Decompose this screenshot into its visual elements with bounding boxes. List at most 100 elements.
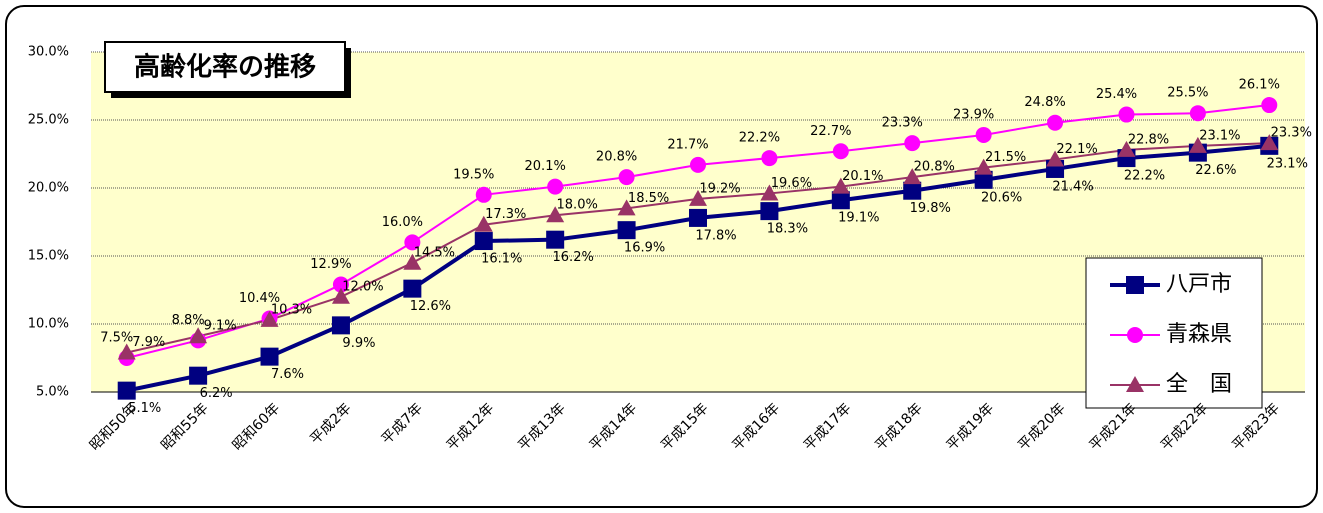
marker	[1189, 105, 1206, 122]
data-label: 20.1%	[842, 169, 883, 184]
data-label: 19.1%	[838, 211, 879, 226]
marker	[1261, 97, 1278, 114]
marker	[974, 170, 993, 189]
marker	[617, 199, 636, 216]
marker	[1118, 106, 1135, 123]
data-label: 22.1%	[1056, 142, 1097, 157]
data-label: 19.6%	[771, 176, 812, 191]
y-tick-label: 25.0%	[28, 113, 69, 128]
marker	[332, 276, 349, 293]
y-tick-label: 5.0%	[36, 385, 69, 400]
data-label: 20.8%	[914, 160, 955, 175]
marker	[331, 316, 350, 335]
marker	[689, 189, 707, 206]
marker	[618, 169, 635, 186]
data-label: 25.4%	[1096, 87, 1137, 102]
y-tick-label: 10.0%	[28, 317, 69, 332]
y-tick-label: 20.0%	[28, 181, 69, 196]
data-label: 18.0%	[557, 198, 598, 213]
data-label: 16.2%	[553, 250, 594, 265]
marker	[832, 143, 849, 160]
data-label: 5.1%	[128, 401, 161, 416]
data-label: 9.1%	[204, 319, 237, 334]
legend-label: 青森県	[1166, 322, 1232, 347]
data-label: 16.0%	[382, 215, 423, 230]
marker	[189, 366, 208, 385]
data-label: 9.9%	[342, 336, 375, 351]
data-label: 22.7%	[810, 124, 851, 139]
marker	[260, 310, 279, 327]
marker	[831, 191, 850, 210]
marker	[1046, 150, 1065, 167]
data-label: 23.9%	[953, 107, 994, 122]
marker	[1260, 134, 1279, 151]
marker	[903, 181, 922, 200]
marker	[690, 156, 706, 173]
data-label: 24.8%	[1024, 95, 1065, 110]
data-label: 22.2%	[739, 131, 780, 146]
marker	[474, 232, 493, 251]
legend-label: 全 国	[1166, 372, 1232, 397]
y-tick-label: 30.0%	[28, 45, 69, 60]
marker	[474, 215, 493, 232]
data-label: 16.1%	[481, 252, 522, 267]
marker	[1117, 140, 1136, 157]
title-box	[104, 41, 346, 93]
y-tick-label: 15.0%	[28, 249, 69, 264]
data-label: 21.4%	[1052, 179, 1093, 194]
data-label: 23.1%	[1199, 128, 1240, 143]
marker	[689, 208, 707, 227]
marker	[1047, 114, 1064, 131]
data-label: 22.6%	[1195, 163, 1236, 178]
data-label: 10.4%	[239, 291, 280, 306]
legend-marker	[1127, 327, 1143, 343]
marker	[974, 158, 993, 175]
data-label: 21.5%	[985, 150, 1026, 165]
marker	[903, 168, 922, 185]
marker	[546, 230, 565, 249]
data-label: 22.8%	[1128, 132, 1169, 147]
series-layer: 5.1% 6.2% 7.6% 9.9% 12.6% 16.1% 16.2% 16.9% 17.8…	[100, 78, 1312, 417]
data-label: 23.1%	[1267, 156, 1308, 171]
chart-title: 高齢化率の推移	[134, 52, 316, 83]
marker	[760, 202, 779, 221]
marker	[546, 206, 565, 223]
marker	[831, 177, 850, 194]
legend-label: 八戸市	[1166, 272, 1232, 297]
marker	[117, 343, 136, 360]
marker	[331, 287, 350, 304]
marker	[617, 221, 636, 240]
marker	[475, 186, 492, 203]
data-label: 17.8%	[695, 228, 736, 243]
legend-marker	[1126, 376, 1144, 392]
marker	[403, 279, 422, 298]
data-label: 12.6%	[410, 299, 451, 314]
data-label: 25.5%	[1167, 86, 1208, 101]
data-label: 6.2%	[200, 386, 233, 401]
data-label: 23.3%	[1271, 126, 1312, 141]
data-label: 17.3%	[485, 207, 526, 222]
marker	[404, 234, 421, 251]
marker	[760, 184, 779, 201]
data-label: 23.3%	[882, 116, 923, 131]
data-label: 7.9%	[132, 335, 165, 350]
marker	[904, 135, 921, 152]
marker	[189, 327, 208, 344]
data-label: 20.8%	[596, 150, 637, 165]
data-label: 22.2%	[1124, 169, 1165, 184]
data-label: 7.6%	[271, 367, 304, 382]
marker	[260, 347, 279, 366]
marker	[975, 126, 992, 143]
data-label: 19.8%	[910, 201, 951, 216]
data-label: 19.2%	[699, 181, 740, 196]
data-label: 12.0%	[342, 279, 383, 294]
data-label: 18.3%	[767, 222, 808, 237]
marker	[547, 178, 564, 195]
data-label: 16.9%	[624, 241, 665, 256]
marker	[1188, 136, 1207, 153]
marker	[761, 150, 778, 167]
legend-marker	[1126, 276, 1144, 294]
data-label: 26.1%	[1239, 78, 1280, 93]
